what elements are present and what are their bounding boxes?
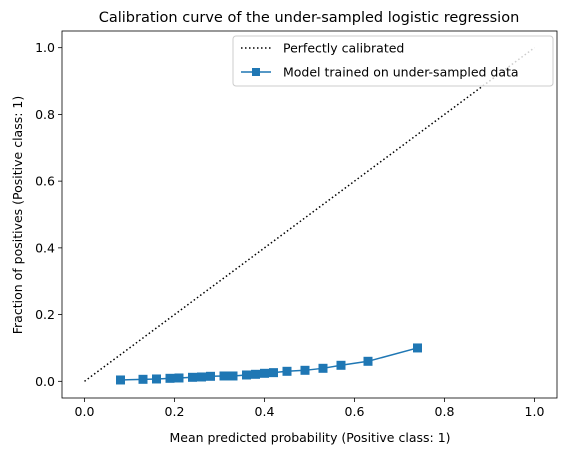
data-point [318, 363, 328, 373]
x-tick-label: 0.2 [165, 404, 185, 419]
x-tick-label: 0.4 [255, 404, 275, 419]
data-point [206, 371, 215, 381]
legend-label-1: Perfectly calibrated [283, 41, 404, 56]
x-axis-label: Mean predicted probability (Positive cla… [169, 430, 450, 445]
data-point [282, 366, 292, 376]
data-point [228, 371, 238, 381]
y-tick-label: 0.4 [35, 240, 55, 255]
chart-title: Calibration curve of the under-sampled l… [99, 10, 520, 26]
plot-frame [61, 30, 558, 399]
data-point [260, 368, 269, 378]
legend: Perfectly calibrated Model trained on und… [232, 35, 554, 87]
data-point [219, 371, 229, 381]
data-point [363, 356, 373, 366]
legend-box [232, 35, 554, 87]
data-point [197, 372, 206, 382]
data-point [251, 369, 260, 379]
y-tick-label: 1.0 [35, 40, 55, 55]
x-tick-label: 1.0 [525, 404, 545, 419]
series-line-1 [84, 47, 535, 382]
data-point [165, 373, 175, 383]
legend-label-2: Model trained on under-sampled data [283, 65, 519, 80]
data-point [138, 374, 148, 384]
data-point [336, 360, 346, 370]
y-tick-label: 0.0 [35, 374, 55, 389]
data-point [300, 365, 310, 375]
y-tick-label: 0.8 [35, 107, 55, 122]
data-point [116, 375, 125, 385]
legend-marker-2 [252, 68, 260, 76]
x-tick-label: 0.0 [75, 404, 95, 419]
y-tick-label: 0.6 [35, 174, 55, 189]
x-tick-label: 0.6 [345, 404, 365, 419]
data-point [174, 373, 184, 383]
y-axis-label: Fraction of positives (Positive class: 1… [10, 96, 25, 335]
plot-area: 0.0 0.2 0.4 0.6 0.8 1.0 0.0 0.2 0.4 0.6 0.8 1.0 [35, 30, 558, 419]
data-point [152, 374, 161, 384]
x-tick-label: 0.8 [435, 404, 455, 419]
y-tick-label: 0.2 [35, 307, 55, 322]
data-point [413, 343, 422, 353]
data-point [242, 370, 251, 380]
data-point [188, 372, 197, 382]
data-point [269, 368, 278, 378]
